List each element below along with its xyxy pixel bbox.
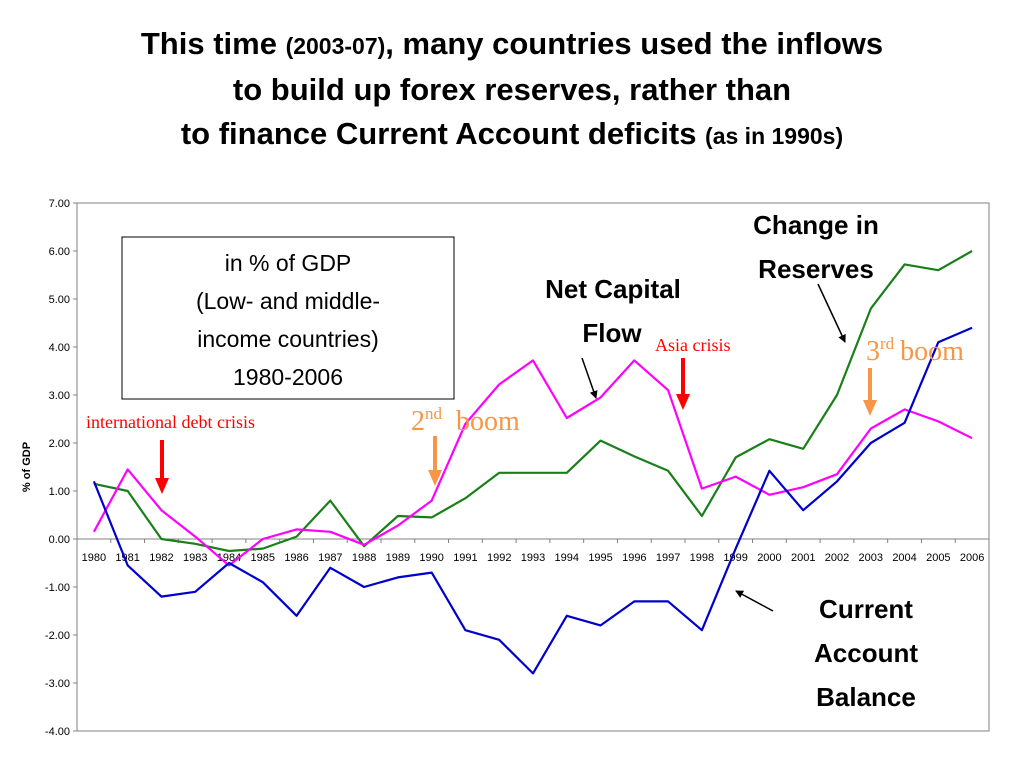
- y-axis-label: % of GDP: [21, 442, 33, 492]
- x-tick-label: 1990: [419, 552, 443, 564]
- title-line-1: This time (2003-07), many countries used…: [0, 22, 1024, 68]
- y-tick-label: 7.00: [49, 198, 70, 210]
- x-tick-label: 1999: [723, 552, 747, 564]
- y-tick-label: 5.00: [49, 294, 70, 306]
- boom-3-label: 3rd boom: [866, 334, 964, 367]
- label-capital-line-1: Net Capital: [545, 274, 681, 304]
- x-tick-label: 2004: [892, 552, 916, 564]
- boom-2-word: boom: [456, 406, 520, 437]
- x-tick-label: 1983: [183, 552, 207, 564]
- y-axis: 7.00 6.00 5.00 4.00 3.00 2.00 1.00 0.00 -1.00 -2.…: [45, 198, 77, 738]
- x-tick-label: 2003: [859, 552, 883, 564]
- info-box-line-3: income countries): [197, 326, 379, 352]
- title-years: (2003-07): [285, 33, 386, 59]
- x-axis: 1980 1981 1982 1983 1984 1985 1986 1987 1988 1989…: [76, 538, 990, 564]
- x-tick-label: 2000: [757, 552, 781, 564]
- title-line-3: to finance Current Account deficits (as …: [0, 112, 1024, 158]
- y-tick-label: 1.00: [49, 486, 70, 498]
- x-tick-label: 1992: [487, 552, 511, 564]
- x-tick-label: 1996: [622, 552, 646, 564]
- label-capital-line-2: Flow: [582, 318, 642, 348]
- asia-crisis-arrowhead: [676, 394, 690, 410]
- y-tick-label: -1.00: [45, 582, 70, 594]
- x-tick-label: 1981: [115, 552, 139, 564]
- y-tick-label: 6.00: [49, 246, 70, 258]
- title-line-3-start: to finance Current Account deficits: [180, 116, 706, 151]
- boom-2-suffix: nd: [425, 404, 443, 423]
- y-tick-label: 4.00: [49, 342, 70, 354]
- x-tick-label: 1991: [453, 552, 477, 564]
- series-line-change-in-reserves: [93, 250, 973, 553]
- x-tick-label: 1997: [656, 552, 680, 564]
- series-group: [92, 250, 973, 675]
- debt-crisis-arrowhead: [155, 478, 169, 494]
- info-box-line-1: in % of GDP: [225, 250, 352, 276]
- label-current-line-2: Account: [814, 638, 918, 668]
- title-line-1-start: This time: [140, 26, 286, 61]
- boom-2-label: 2nd boom: [411, 404, 520, 437]
- info-box-line-2: (Low- and middle-: [196, 288, 380, 314]
- boom-3-arrowhead: [863, 400, 877, 416]
- y-tick-label: -2.00: [45, 630, 70, 642]
- boom-3-number: 3: [866, 336, 880, 367]
- label-current-line-1: Current: [819, 594, 913, 624]
- y-tick-label: -3.00: [45, 678, 70, 690]
- pointer-capital: [581, 357, 598, 399]
- x-tick-label: 2001: [791, 552, 815, 564]
- x-tick-label: 1993: [521, 552, 545, 564]
- boom-2-arrowhead: [428, 470, 442, 486]
- title-note: (as in 1990s): [705, 123, 844, 149]
- boom-3-suffix: rd: [880, 334, 895, 353]
- title-line-2: to build up forex reserves, rather than: [232, 72, 792, 107]
- x-tick-label: 1988: [352, 552, 376, 564]
- x-tick-label: 1980: [82, 552, 106, 564]
- y-tick-label: 3.00: [49, 390, 70, 402]
- x-tick-label: 2002: [825, 552, 849, 564]
- pointer-current: [735, 590, 774, 612]
- info-box-line-4: 1980-2006: [233, 364, 343, 390]
- x-tick-label: 1995: [588, 552, 612, 564]
- x-tick-label: 1982: [149, 552, 173, 564]
- boom-2-number: 2: [411, 406, 425, 437]
- x-tick-label: 1985: [251, 552, 275, 564]
- title-line-1-end: , many countries used the inflows: [385, 26, 884, 61]
- x-tick-label: 1998: [690, 552, 714, 564]
- x-tick-label: 2005: [926, 552, 950, 564]
- series-line-current-account-balance: [92, 326, 973, 675]
- x-tick-label: 1994: [555, 552, 579, 564]
- pointer-reserves: [817, 283, 846, 343]
- y-tick-label: -4.00: [45, 726, 70, 738]
- x-tick-label: 1989: [386, 552, 410, 564]
- slide-title: This time (2003-07), many countries used…: [0, 22, 1024, 158]
- label-reserves-line-1: Change in: [753, 210, 879, 240]
- label-current-line-3: Balance: [816, 682, 916, 712]
- x-tick-label: 1986: [284, 552, 308, 564]
- series-line-net-capital-flow: [92, 359, 973, 567]
- y-tick-label: 2.00: [49, 438, 70, 450]
- debt-crisis-label: international debt crisis: [86, 412, 255, 432]
- label-reserves-line-2: Reserves: [758, 254, 874, 284]
- x-tick-label: 2006: [960, 552, 984, 564]
- asia-crisis-label: Asia crisis: [655, 335, 731, 355]
- boom-3-word: boom: [900, 336, 964, 367]
- y-tick-label: 0.00: [49, 534, 70, 546]
- info-box: [121, 236, 455, 400]
- x-tick-label: 1987: [318, 552, 342, 564]
